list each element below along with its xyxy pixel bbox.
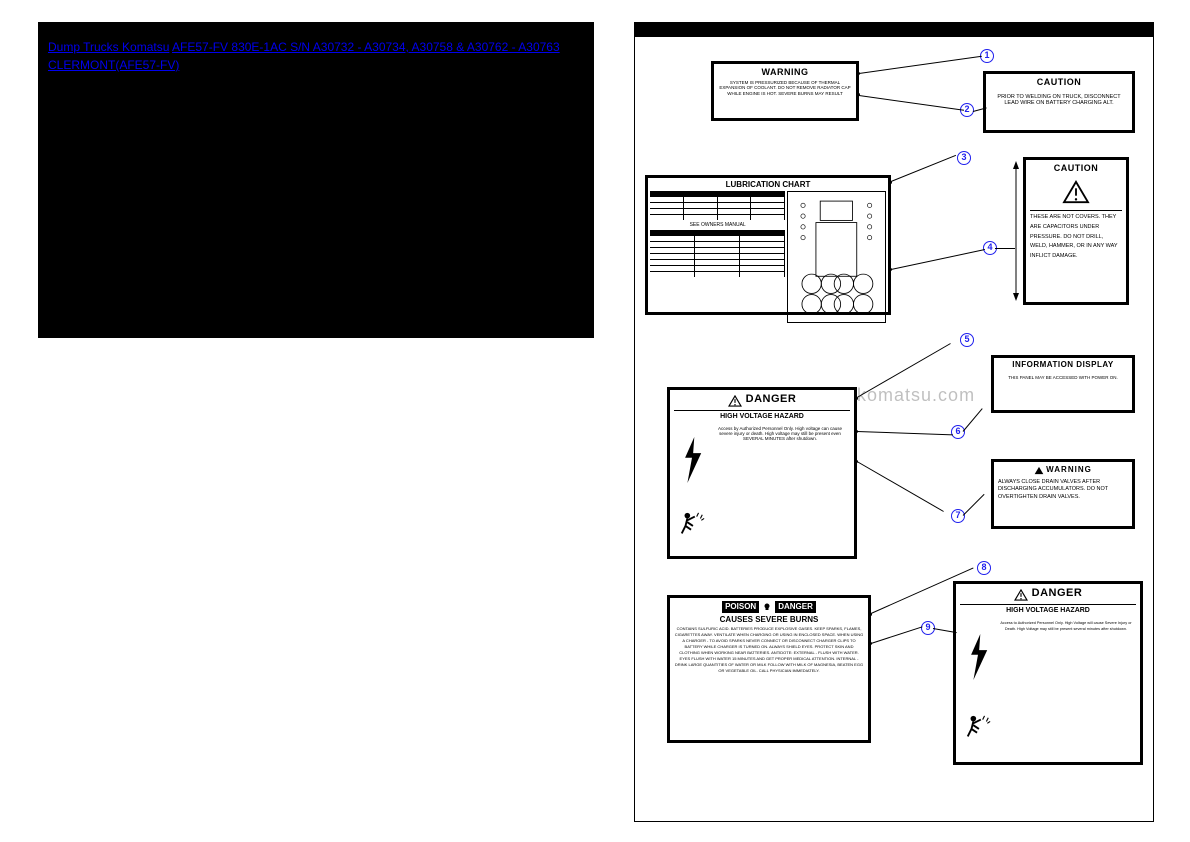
- callout-5: 5: [960, 333, 974, 347]
- falling-person-icon: [678, 510, 706, 540]
- callout-8: 8: [977, 561, 991, 575]
- leader-dot: [869, 613, 872, 616]
- warning-triangle-icon: [1062, 180, 1090, 204]
- leader-dot: [857, 72, 860, 75]
- plate-lubrication-chart: LUBRICATION CHART SEE OWNERS MANUAL: [645, 175, 891, 315]
- leader-line: [891, 249, 985, 270]
- plate-poison-danger: POISON DANGER CAUSES SEVERE BURNS CONTAI…: [667, 595, 871, 743]
- warning-triangle-icon: [1014, 589, 1028, 601]
- leader-dot: [869, 642, 872, 645]
- lub-title: LUBRICATION CHART: [650, 180, 886, 189]
- leader-dot: [889, 181, 892, 184]
- falling-person-icon: [964, 713, 992, 743]
- leader-dot: [889, 268, 892, 271]
- plate-subtitle: HIGH VOLTAGE HAZARD: [960, 607, 1136, 615]
- plate-caution-capacitors: CAUTION THESE ARE NOT COVERS. THEY ARE C…: [1023, 157, 1129, 305]
- leader-dot: [855, 397, 858, 400]
- lightning-bolt-icon: [679, 437, 705, 483]
- lub-body: SEE OWNERS MANUAL: [650, 191, 886, 323]
- leader-dot: [855, 460, 858, 463]
- plate-warning-radiator: WARNING SYSTEM IS PRESSURIZED BECAUSE OF…: [711, 61, 859, 121]
- plate-danger-hv-1: DANGER HIGH VOLTAGE HAZARD Access by Aut…: [667, 387, 857, 559]
- lub-table: SEE OWNERS MANUAL: [650, 191, 785, 323]
- plate-subtitle: HIGH VOLTAGE HAZARD: [674, 413, 850, 421]
- lightning-bolt-icon: [965, 634, 991, 680]
- plate-body: SYSTEM IS PRESSURIZED BECAUSE OF THERMAL…: [718, 80, 852, 115]
- breadcrumb-link-1[interactable]: Dump Trucks Komatsu: [48, 40, 169, 54]
- skull-icon: [762, 602, 772, 612]
- callout-3: 3: [957, 151, 971, 165]
- plate-danger-hv-2: DANGER HIGH VOLTAGE HAZARD Access to Aut…: [953, 581, 1143, 765]
- page-top-bar: [635, 23, 1153, 37]
- plate-title-2: DANGER: [775, 601, 816, 613]
- leader-line: [871, 626, 923, 644]
- breadcrumb: Dump Trucks Komatsu AFE57-FV 830E-1AC S/…: [48, 38, 584, 74]
- leader-line: [857, 431, 953, 435]
- warning-triangle-icon: [728, 395, 742, 407]
- plate-caution-welding: CAUTION PRIOR TO WELDING ON TRUCK, DISCO…: [983, 71, 1135, 133]
- plate-title: WARNING: [1046, 465, 1092, 475]
- plate-title: DANGER: [1032, 587, 1083, 600]
- plate-title: INFORMATION DISPLAY: [998, 361, 1128, 370]
- leader-line: [891, 155, 956, 182]
- leader-line: [995, 248, 1015, 249]
- plate-body: THIS PANEL MAY BE ACCESSED WITH POWER ON…: [998, 375, 1128, 407]
- callout-1: 1: [980, 49, 994, 63]
- lub-diagram: [787, 191, 886, 323]
- warning-triangle-icon: [1034, 466, 1044, 475]
- plate-body: PRIOR TO WELDING ON TRUCK, DISCONNECT LE…: [990, 94, 1128, 127]
- plate-body: ALWAYS CLOSE DRAIN VALVES AFTER DISCHARG…: [998, 479, 1128, 523]
- plate-subtitle: CAUSES SEVERE BURNS: [674, 615, 864, 625]
- plate-title: DANGER: [746, 393, 797, 406]
- plate-title: CAUTION: [990, 77, 1128, 88]
- leader-dot: [855, 430, 858, 433]
- plate-title: WARNING: [718, 67, 852, 78]
- leader-dot: [857, 93, 860, 96]
- leader-line: [963, 494, 985, 516]
- left-panel: Dump Trucks Komatsu AFE57-FV 830E-1AC S/…: [38, 22, 594, 338]
- lub-subtitle: SEE OWNERS MANUAL: [650, 222, 785, 228]
- leader-line: [963, 408, 983, 432]
- up-down-arrow-icon: [1011, 161, 1021, 301]
- plate-title-1: POISON: [722, 601, 759, 613]
- plate-body: Access to Authorized Personnel Only. Hig…: [996, 618, 1136, 759]
- truck-schematic-icon: [788, 192, 885, 322]
- leader-line: [859, 56, 982, 74]
- plate-warning-drain: WARNING ALWAYS CLOSE DRAIN VALVES AFTER …: [991, 459, 1135, 529]
- leader-line: [859, 95, 964, 111]
- plate-body: Access by Authorized Personnel Only. Hig…: [710, 424, 850, 553]
- plate-body: THESE ARE NOT COVERS. THEY ARE CAPACITOR…: [1030, 213, 1122, 299]
- diagram-page: manuals-komatsu.com WARNING SYSTEM IS PR…: [634, 22, 1154, 822]
- leader-line: [857, 461, 944, 512]
- plate-title: CAUTION: [1030, 163, 1122, 174]
- plate-body: CONTAINS SULFURIC ACID. BATTERIES PRODUC…: [674, 626, 864, 737]
- plate-information-display: INFORMATION DISPLAY THIS PANEL MAY BE AC…: [991, 355, 1135, 413]
